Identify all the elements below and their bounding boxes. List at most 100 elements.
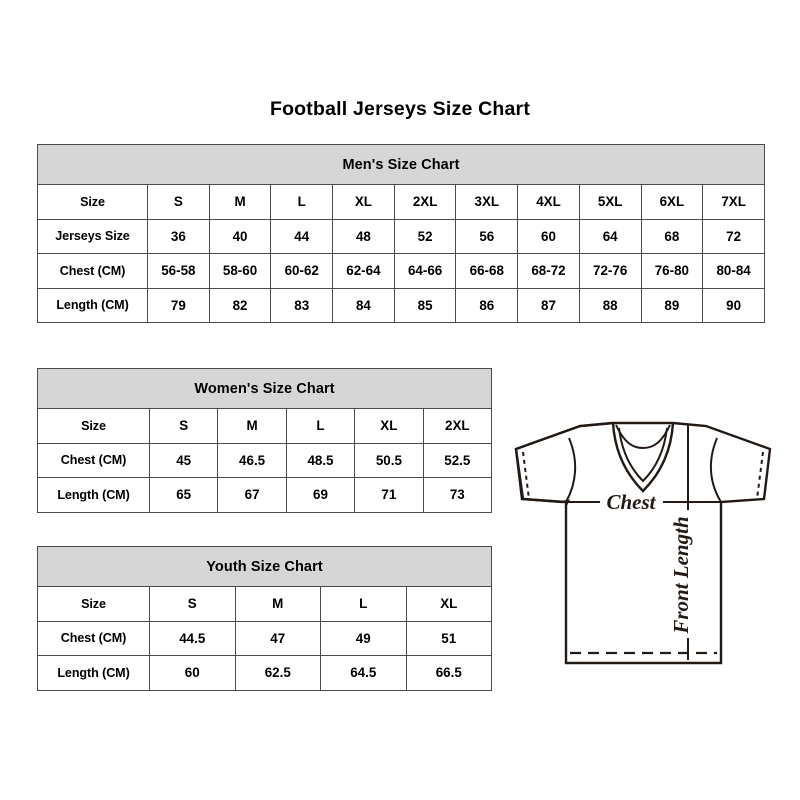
men-size-header-S: S — [147, 184, 210, 220]
men-cell: 79 — [147, 287, 210, 323]
men-cell: 64 — [578, 218, 642, 254]
table-row: Chest (CM) 44.5 47 49 51 — [37, 620, 492, 656]
men-cell: 58-60 — [208, 253, 272, 289]
table-row: Length (CM) 65 67 69 71 73 — [37, 477, 493, 513]
men-cell: 60-62 — [270, 253, 334, 289]
men-table-caption: Men's Size Chart — [37, 144, 765, 185]
youth-cell: 64.5 — [320, 655, 407, 691]
youth-size-header-L: L — [320, 586, 407, 622]
youth-row-label: Length (CM) — [37, 655, 150, 691]
jersey-body-outline — [514, 421, 772, 665]
men-row-label: Chest (CM) — [37, 253, 148, 289]
youth-size-header-XL: XL — [405, 586, 492, 622]
men-row-label: Length (CM) — [37, 287, 148, 323]
women-size-header-XL: XL — [354, 408, 424, 444]
table-row: Length (CM) 79 82 83 84 85 86 87 88 89 90 — [37, 287, 765, 323]
table-row: Length (CM) 60 62.5 64.5 66.5 — [37, 655, 492, 691]
women-cell: 50.5 — [354, 442, 424, 478]
chest-measure-label: Chest — [606, 490, 656, 514]
men-cell: 84 — [332, 287, 395, 323]
youth-caption-row: Youth Size Chart — [37, 546, 492, 587]
youth-cell: 66.5 — [405, 655, 492, 691]
men-cell: 83 — [270, 287, 334, 323]
men-cell: 72-76 — [578, 253, 642, 289]
men-cell: 40 — [208, 218, 272, 254]
men-cell: 68-72 — [517, 253, 580, 289]
women-size-header-S: S — [148, 408, 219, 444]
front-length-measure-label: Front Length — [669, 516, 693, 634]
youth-size-table: Youth Size Chart Size S M L XL Chest (CM) 44.5 4… — [37, 546, 492, 691]
women-cell: 67 — [217, 477, 287, 513]
jersey-vneck-inner-band — [618, 427, 668, 483]
page-title: Football Jerseys Size Chart — [269, 98, 531, 120]
table-row: Chest (CM) 45 46.5 48.5 50.5 52.5 — [37, 442, 493, 478]
men-cell: 87 — [517, 287, 580, 323]
men-cell: 68 — [640, 218, 704, 254]
table-row: Chest (CM) 56-58 58-60 60-62 62-64 64-66 66-68… — [37, 253, 765, 289]
women-cell: 45 — [148, 442, 219, 478]
youth-cell: 62.5 — [234, 655, 321, 691]
youth-header-row: Size S M L XL — [37, 586, 492, 622]
men-cell: 48 — [332, 218, 395, 254]
men-size-header-M: M — [208, 184, 272, 220]
men-cell: 82 — [208, 287, 272, 323]
youth-table-body: Youth Size Chart Size S M L XL Chest (CM) 44.5 4… — [37, 546, 492, 691]
youth-cell: 47 — [234, 620, 321, 656]
jersey-right-cuff-stitch — [756, 451, 764, 500]
men-cell: 88 — [578, 287, 642, 323]
youth-cell: 44.5 — [149, 620, 236, 656]
women-cell: 71 — [354, 477, 424, 513]
women-size-row-label: Size — [37, 408, 150, 444]
women-header-row: Size S M L XL 2XL — [37, 408, 493, 444]
youth-cell: 60 — [149, 655, 236, 691]
women-size-header-M: M — [217, 408, 287, 444]
men-cell: 64-66 — [393, 253, 457, 289]
youth-cell: 51 — [405, 620, 492, 656]
men-size-header-5XL: 5XL — [578, 184, 642, 220]
men-header-row: Size S M L XL 2XL 3XL 4XL 5XL 6XL 7XL — [37, 184, 765, 220]
women-table-caption: Women's Size Chart — [37, 368, 492, 409]
men-cell: 85 — [393, 287, 457, 323]
jersey-right-armhole-seam — [709, 437, 722, 503]
youth-row-label: Chest (CM) — [37, 620, 150, 656]
mens-table-body: Men's Size Chart Size S M L XL 2XL 3XL 4XL 5XL 6XL… — [37, 144, 765, 323]
v-neck-jersey-measurement-diagram: Chest Front Length — [500, 398, 780, 683]
men-cell: 90 — [702, 287, 765, 323]
youth-size-header-M: M — [234, 586, 321, 622]
men-size-header-3XL: 3XL — [455, 184, 519, 220]
youth-table-caption: Youth Size Chart — [37, 546, 492, 587]
women-row-label: Chest (CM) — [37, 442, 150, 478]
youth-size-row-label: Size — [37, 586, 150, 622]
women-cell: 52.5 — [422, 442, 493, 478]
youth-cell: 49 — [320, 620, 407, 656]
men-size-row-label: Size — [37, 184, 148, 220]
men-cell: 86 — [455, 287, 519, 323]
women-size-header-L: L — [285, 408, 356, 444]
men-size-header-XL: XL — [332, 184, 395, 220]
men-size-header-L: L — [270, 184, 334, 220]
men-cell: 52 — [393, 218, 457, 254]
men-cell: 89 — [640, 287, 704, 323]
jersey-left-cuff-stitch — [522, 451, 530, 500]
men-size-header-7XL: 7XL — [702, 184, 765, 220]
men-cell: 66-68 — [455, 253, 519, 289]
women-cell: 65 — [148, 477, 219, 513]
women-caption-row: Women's Size Chart — [37, 368, 492, 409]
men-cell: 80-84 — [702, 253, 765, 289]
men-size-header-2XL: 2XL — [393, 184, 457, 220]
men-cell: 76-80 — [640, 253, 704, 289]
men-size-header-4XL: 4XL — [517, 184, 580, 220]
women-size-header-2XL: 2XL — [422, 408, 493, 444]
table-row: Jerseys Size 36 40 44 48 52 56 60 64 68 72 — [37, 218, 765, 254]
men-cell: 72 — [702, 218, 765, 254]
men-cell: 60 — [517, 218, 580, 254]
men-cell: 36 — [147, 218, 210, 254]
jersey-collar-rib-curve — [615, 424, 671, 450]
women-cell: 48.5 — [285, 442, 356, 478]
jersey-left-sleeve-outline — [514, 421, 614, 506]
men-cell: 44 — [270, 218, 334, 254]
men-cell: 56 — [455, 218, 519, 254]
jersey-vneck-outer — [611, 422, 675, 493]
jersey-left-armhole-seam — [565, 437, 577, 503]
